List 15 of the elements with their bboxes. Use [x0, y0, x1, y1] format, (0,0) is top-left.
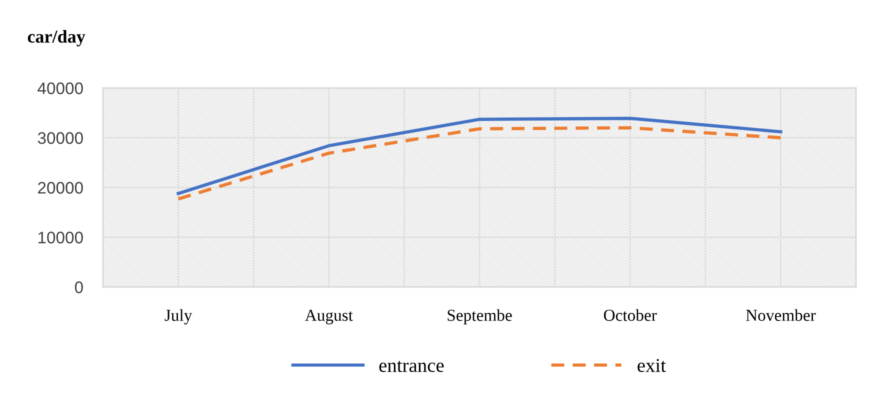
legend-label: entrance — [379, 360, 444, 372]
y-axis-title: car/day — [28, 30, 86, 46]
x-tick-label: August — [304, 310, 353, 324]
y-tick-label: 10000 — [38, 232, 83, 244]
x-tick-label: July — [164, 309, 192, 324]
x-tick-label: Septembe — [448, 309, 512, 324]
y-tick-label: 30000 — [38, 132, 83, 144]
x-tick-label: November — [746, 309, 816, 321]
line-series — [176, 126, 782, 201]
line-series — [176, 116, 782, 196]
x-tick-label: October — [604, 309, 657, 321]
legend-label: exit — [638, 358, 666, 372]
y-tick-label: 20000 — [38, 182, 83, 194]
y-tick-label: 0 — [74, 281, 83, 294]
y-tick-label: 40000 — [38, 82, 83, 94]
